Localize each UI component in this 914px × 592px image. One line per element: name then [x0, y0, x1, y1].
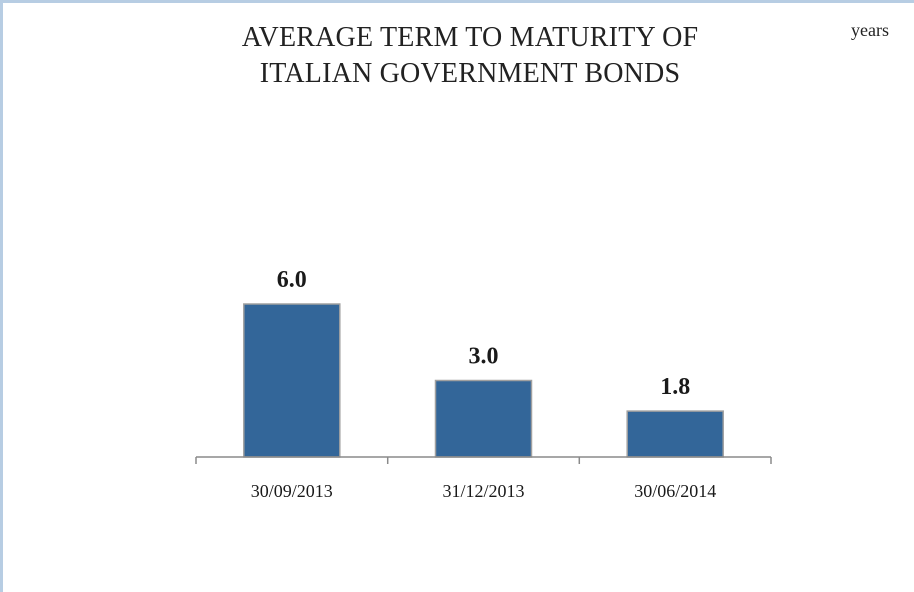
data-label-2: 3.0: [469, 344, 499, 370]
bar-2: [434, 379, 533, 458]
units-label: years: [851, 20, 889, 40]
bar-3: [626, 410, 724, 458]
chart-title-line-2: ITALIAN GOVERNMENT BONDS: [259, 58, 681, 89]
chart-title: AVERAGE TERM TO MATURITY OF ITALIAN GOVE…: [150, 20, 790, 92]
bar-1: [243, 303, 341, 458]
x-tick-label-3: 30/06/2014: [634, 481, 716, 501]
data-label-1: 6.0: [277, 267, 307, 293]
x-tick-label-2: 31/12/2013: [442, 481, 524, 501]
chart-title-line-1: AVERAGE TERM TO MATURITY OF: [241, 22, 699, 53]
x-tick-label-1: 30/09/2013: [251, 481, 333, 501]
data-label-3: 1.8: [660, 374, 690, 400]
